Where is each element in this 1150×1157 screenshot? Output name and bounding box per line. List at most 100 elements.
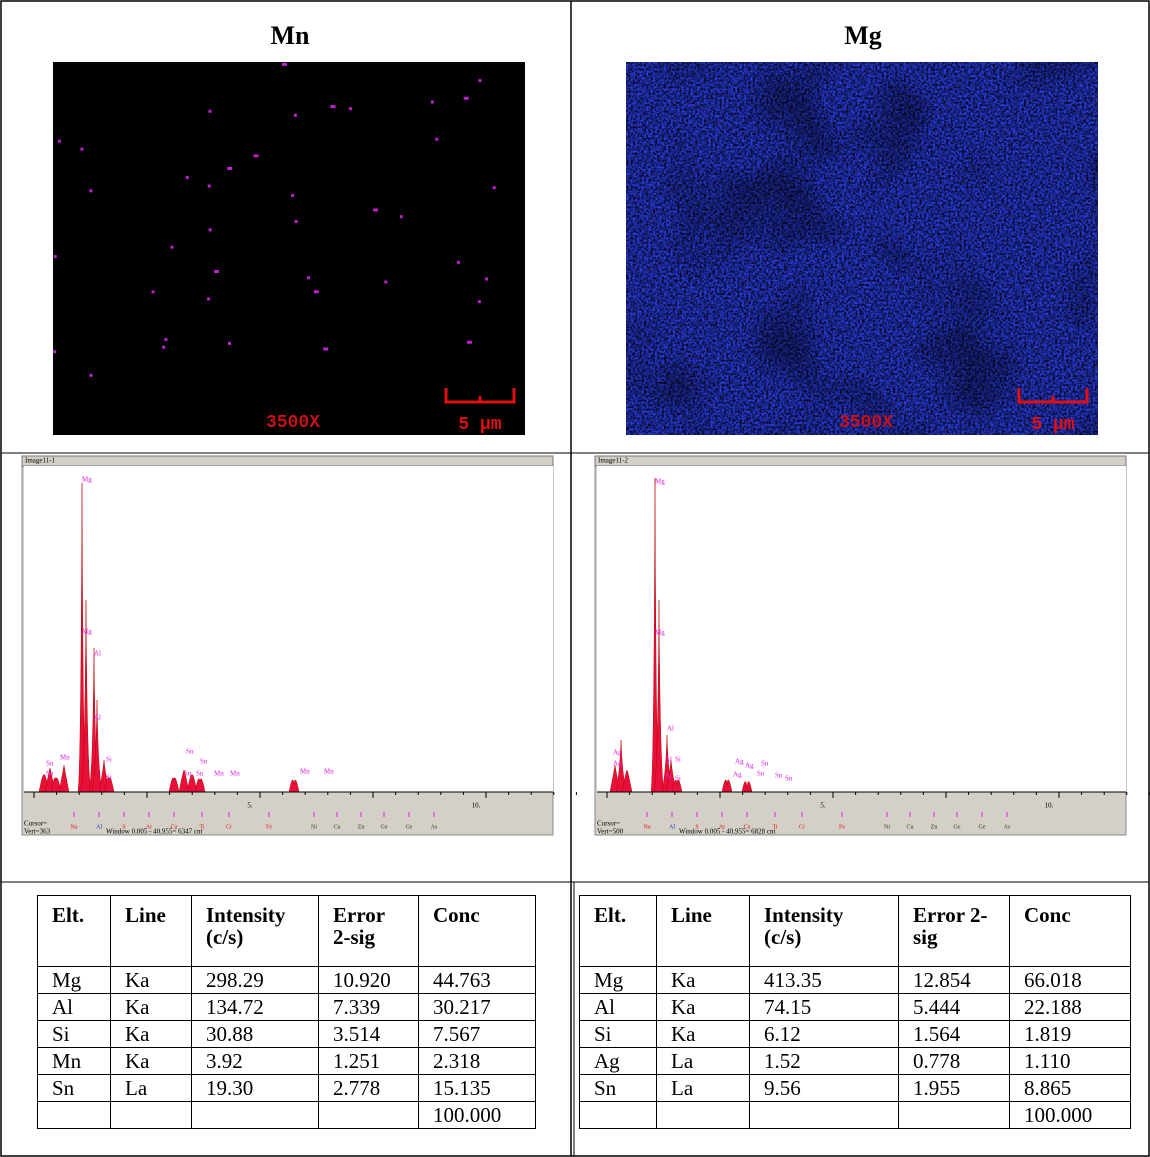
element-marker: Ar <box>719 824 725 830</box>
map-dot <box>430 100 434 104</box>
table-cell <box>579 1101 657 1129</box>
peak-label: Sn <box>46 760 54 768</box>
peak-label: Al <box>667 725 674 733</box>
spectrum-peak <box>671 779 683 793</box>
spectrum-header-bar <box>21 455 554 467</box>
table-cell: Conc <box>1009 895 1131 967</box>
cursor-label: Cursor= <box>597 820 620 828</box>
table-row: 100.000 <box>579 1101 1131 1129</box>
map-shade <box>626 62 1098 435</box>
peak-label: Sn <box>785 775 793 783</box>
table-cell <box>191 1101 319 1129</box>
peak-label: Si <box>675 756 681 764</box>
table-cell: 9.56 <box>749 1074 899 1102</box>
map-dot <box>207 297 211 301</box>
table-cell: Line <box>656 895 750 967</box>
table-cell: 2.318 <box>418 1047 536 1075</box>
table-cell: Ag <box>579 1047 657 1075</box>
table-cell: Mn <box>37 1047 111 1075</box>
table-cell: 1.52 <box>749 1047 899 1075</box>
map-dot <box>478 79 482 83</box>
table-cell: 7.567 <box>418 1020 536 1048</box>
vert-label: Vert=363 <box>24 828 51 836</box>
spectrum-plot <box>24 466 553 792</box>
spectrum-header: Image11-1 <box>25 457 56 465</box>
spectrum-peak <box>721 779 733 793</box>
scale-bar <box>444 388 516 404</box>
table-cell <box>110 1101 192 1129</box>
peak-label: Mn <box>324 768 334 776</box>
table-row: Al Ka 134.72 7.339 30.217 <box>37 993 536 1021</box>
table-cell: Sn <box>579 1074 657 1102</box>
table-cell <box>656 1101 750 1129</box>
scale-label: 5 µm <box>458 415 501 435</box>
window-label: Window 0.005 - 40.955= 6828 cnt <box>679 828 775 836</box>
table-cell: Mg <box>579 966 657 994</box>
table-cell <box>749 1101 899 1129</box>
map-dot <box>214 269 220 273</box>
element-marker: Fe <box>266 824 272 830</box>
table-cell: Ka <box>110 1047 192 1075</box>
peak-label: Al <box>665 772 672 780</box>
peak-label: Sn <box>757 770 765 778</box>
map-dot <box>435 137 439 141</box>
element-map <box>53 62 525 435</box>
element-marker: Cr <box>799 824 805 830</box>
table-cell: 5.444 <box>898 993 1010 1021</box>
table-cell: Conc <box>418 895 536 967</box>
element-marker: Ge <box>979 824 986 830</box>
axis-label: 5. <box>820 802 826 810</box>
peak-label: Sn <box>186 748 194 756</box>
element-marker: S <box>695 824 698 830</box>
map-dot <box>151 290 155 294</box>
spectrum-peak <box>58 764 70 793</box>
spectrum-peak <box>50 777 62 793</box>
table-cell: 30.88 <box>191 1020 319 1048</box>
table-cell: 8.865 <box>1009 1074 1131 1102</box>
spectrum-header: Image11-2 <box>598 457 629 465</box>
spectrum-peak <box>80 599 92 793</box>
map-dot <box>485 277 489 281</box>
table-row: Mg Ka 413.35 12.854 66.018 <box>579 966 1131 994</box>
peak-label: Mn <box>214 770 224 778</box>
map-dot <box>313 290 319 294</box>
map-dot <box>294 220 298 224</box>
peak-label: Al <box>94 650 101 658</box>
table-cell: La <box>656 1047 750 1075</box>
table-cell: 66.018 <box>1009 966 1131 994</box>
spectrum-peak <box>186 774 198 793</box>
spectrum-peak <box>194 778 206 793</box>
spectrum-peak <box>741 781 753 793</box>
table-cell: Intensity (c/s) <box>191 895 319 967</box>
table-cell: 298.29 <box>191 966 319 994</box>
table-cell: 74.15 <box>749 993 899 1021</box>
table-cell: Error 2-sig <box>318 895 419 967</box>
spectrum-peak <box>653 599 665 793</box>
table-cell <box>37 1101 111 1129</box>
element-marker: Al <box>96 824 102 830</box>
map-dot <box>228 341 232 345</box>
table-cell: 1.955 <box>898 1074 1010 1102</box>
element-marker: Ar <box>146 824 152 830</box>
table-cell: 22.188 <box>1009 993 1131 1021</box>
element-marker: As <box>431 824 438 830</box>
element-marker: Zn <box>931 824 938 830</box>
peak-label: Ag <box>613 760 622 768</box>
table-cell: 10.920 <box>318 966 419 994</box>
peak-label: Ag <box>735 758 744 766</box>
table-cell: Ka <box>656 966 750 994</box>
table-cell: 100.000 <box>1009 1101 1131 1129</box>
map-dot <box>348 107 352 111</box>
table-cell: 6.12 <box>749 1020 899 1048</box>
table-cell: 7.339 <box>318 993 419 1021</box>
map-dot <box>53 255 57 259</box>
map-dot <box>227 166 233 170</box>
table-row: Elt. Line Intensity (c/s) Error 2-sig Conc <box>37 895 536 967</box>
magnification: 3500X <box>266 413 320 433</box>
map-dot <box>330 105 336 109</box>
map-dot <box>80 147 84 151</box>
spectrum-peak <box>178 769 190 793</box>
cursor-label: Cursor= <box>24 820 47 828</box>
